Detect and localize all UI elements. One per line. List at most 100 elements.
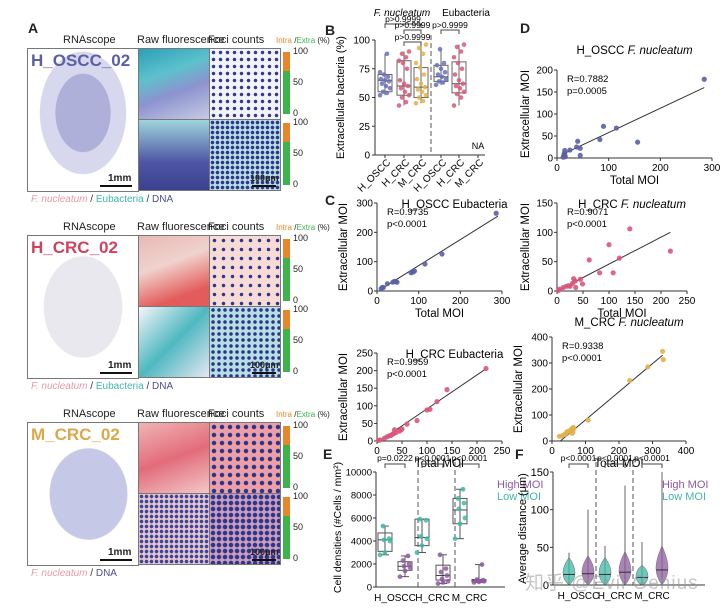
colorbar-tick: 0: [293, 295, 299, 305]
colorbar-tick: 100: [293, 304, 309, 314]
na-label: NA: [472, 141, 485, 151]
data-point: [381, 72, 387, 77]
chart-title-italic: F. nucleatum: [628, 45, 693, 57]
x-axis-label: Total MOI: [597, 308, 646, 320]
regression-line: [561, 87, 705, 155]
y-axis-label: Extracellular MOI: [513, 345, 525, 433]
y-tick-label: 200: [356, 228, 373, 239]
y-tick-label: 0: [367, 437, 373, 448]
data-point: [419, 89, 425, 95]
data-point: [418, 81, 424, 86]
raw-fluorescence-image-2[interactable]: [138, 306, 210, 378]
data-point: [440, 80, 446, 85]
raw-fluorescence-image-2[interactable]: [138, 493, 210, 565]
y-axis-label: Extracellular MOI: [520, 203, 532, 291]
sig-bracket-label: p>0.9999: [385, 14, 421, 24]
data-point: [406, 49, 412, 54]
y-tick-label: 100: [531, 411, 548, 422]
data-point: [610, 270, 616, 276]
x-tick-label: 200: [452, 296, 469, 307]
data-point: [377, 69, 383, 75]
y-axis-label: Extracellular MOI: [338, 203, 350, 291]
data-point: [597, 136, 603, 143]
data-point: [414, 76, 420, 82]
data-point: [417, 516, 423, 522]
violin-body: [562, 557, 576, 586]
colorbar-extra: [283, 257, 290, 301]
panel-label-c: C: [325, 192, 336, 208]
data-point: [404, 421, 410, 427]
data-point: [397, 574, 403, 580]
sig-bracket: [384, 23, 422, 28]
foci-counts-image-2[interactable]: [209, 119, 281, 191]
panel-label-e: E: [323, 446, 333, 462]
data-point: [423, 517, 429, 523]
colorbar-extra: [283, 515, 290, 559]
group-label: F. nucleatum: [374, 8, 431, 19]
y-tick-label: 200: [531, 385, 548, 396]
data-point: [405, 83, 411, 89]
data-point: [377, 552, 383, 558]
y-tick-label: 100: [531, 505, 549, 517]
colorbar-tick: 100: [293, 233, 309, 243]
x-tick-label: 50: [396, 446, 408, 457]
rnascope-tissue-image[interactable]: [27, 422, 139, 566]
data-point: [439, 576, 445, 582]
channel-legend-item: F. nucleatum: [31, 381, 88, 392]
x-tick-label: 100: [419, 446, 436, 457]
scale-label-tissue: 1mm: [108, 360, 132, 371]
violin-body: [618, 551, 632, 586]
y-tick-label: 6000: [351, 514, 372, 525]
data-point: [382, 550, 388, 555]
y-axis-label: Average distance (μm): [517, 473, 529, 584]
data-point: [380, 523, 386, 529]
channel-legend-item: DNA: [95, 568, 117, 579]
data-point: [406, 92, 412, 98]
x-tick-label: H_OSCC: [374, 593, 416, 604]
data-point: [483, 365, 489, 372]
scale-label-tissue: 1mm: [108, 547, 132, 558]
x-tick-label: 100: [600, 163, 617, 174]
data-point: [443, 566, 449, 571]
y-tick-label: 50: [359, 93, 371, 104]
data-point: [451, 103, 457, 108]
data-point: [480, 577, 486, 583]
data-point: [562, 154, 568, 160]
channel-legend-item: Eubacteria: [95, 194, 144, 205]
sig-bracket-label: p>0.9999: [395, 32, 431, 42]
data-point: [398, 86, 404, 91]
colorbar-tick: 50: [293, 522, 304, 532]
foci-counts-image-1[interactable]: [209, 422, 281, 494]
data-point: [434, 63, 440, 68]
data-point: [572, 278, 578, 284]
scale-bar-tissue: [100, 372, 132, 374]
data-point: [458, 49, 464, 54]
y-tick-label: 150: [356, 384, 373, 395]
foci-counts-image-1[interactable]: [209, 48, 281, 120]
data-point: [616, 255, 623, 261]
colorbar-legend: Intra /Extra (%): [276, 36, 330, 45]
colorbar-intra: [283, 52, 290, 71]
chart-title-text: H_OSCC Eubacteria: [401, 199, 508, 211]
colorbar-extra: [283, 70, 290, 114]
data-point: [579, 281, 586, 287]
p-value-label: p<0.0001: [634, 453, 670, 463]
data-point: [444, 573, 450, 578]
x-tick-label: 250: [494, 446, 511, 457]
y-tick-label: 250: [356, 349, 373, 360]
colorbar-intra: [283, 123, 290, 142]
foci-counts-image-2[interactable]: [209, 306, 281, 378]
data-point: [586, 257, 592, 263]
chart-title-text: M_CRC: [574, 317, 618, 329]
data-point: [577, 145, 583, 151]
chart-title: M_CRC F. nucleatum: [574, 317, 684, 329]
raw-fluorescence-image-2[interactable]: [138, 119, 210, 191]
chart-title-text: H_CRC: [578, 199, 621, 211]
foci-counts-image-2[interactable]: [209, 493, 281, 565]
colorbar-tick: 100: [293, 491, 309, 501]
x-tick-label: 100: [577, 446, 594, 457]
violin-body: [581, 555, 595, 586]
p-value-label: p<0.0001: [561, 453, 597, 463]
data-point: [379, 81, 385, 86]
p-value-label: p<0.0001: [452, 453, 488, 463]
